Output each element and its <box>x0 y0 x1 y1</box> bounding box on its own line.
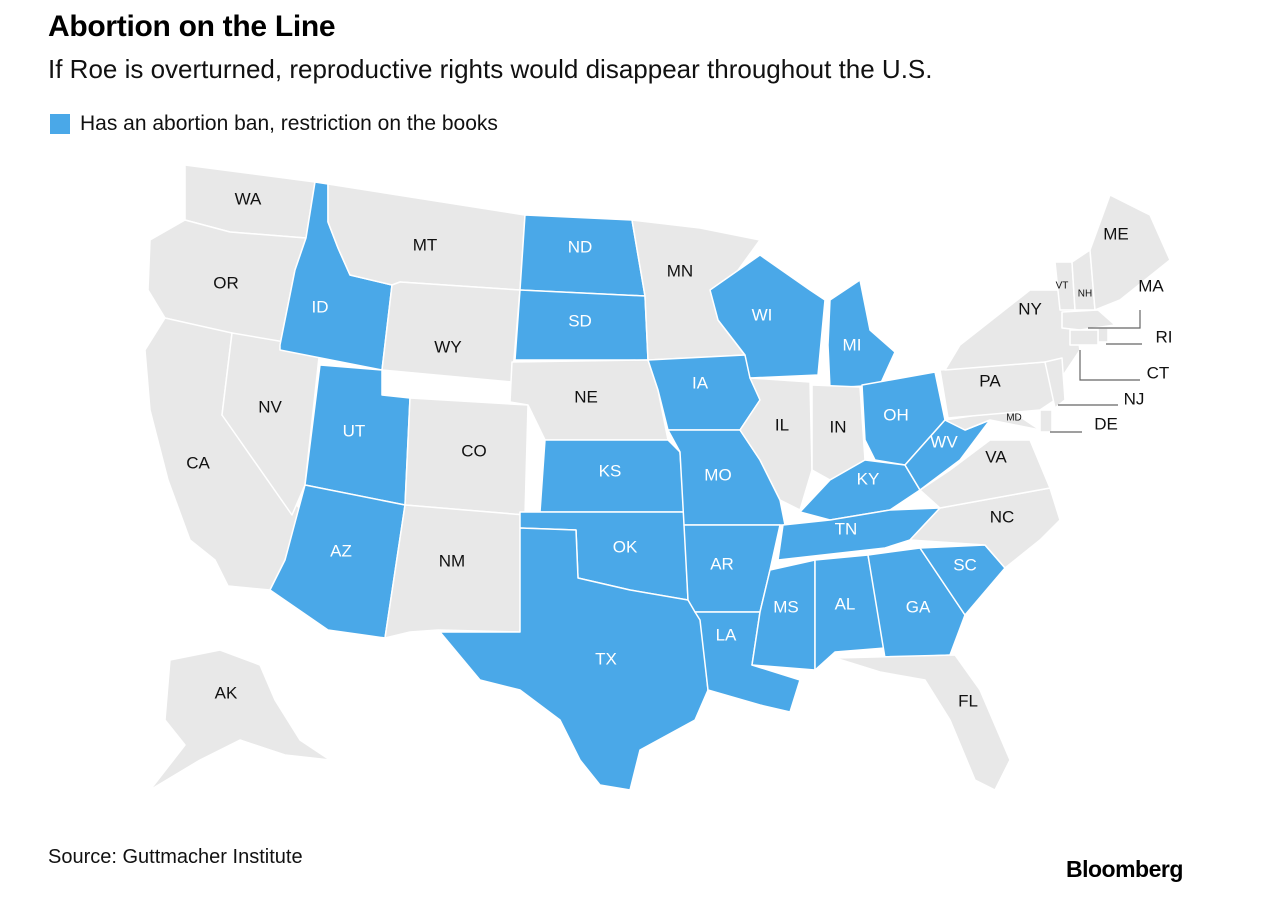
state-il <box>739 377 813 511</box>
leader-line-ct <box>1079 350 1140 381</box>
state-label-nv: NV <box>258 397 282 416</box>
state-label-ut: UT <box>343 421 366 440</box>
state-label-ar: AR <box>710 554 734 573</box>
state-va <box>919 439 1051 509</box>
state-wy <box>381 281 521 383</box>
state-label-me: ME <box>1103 224 1129 243</box>
state-label-az: AZ <box>330 541 352 560</box>
state-label-ne: NE <box>574 387 598 406</box>
state-label-or: OR <box>213 273 239 292</box>
state-label-wa: WA <box>235 189 262 208</box>
state-label-oh: OH <box>883 405 909 424</box>
state-label-wi: WI <box>752 305 773 324</box>
state-label-va: VA <box>985 447 1007 466</box>
legend-label: Has an abortion ban, restriction on the … <box>80 112 498 135</box>
map-title: Abortion on the Line <box>48 10 336 43</box>
state-wi <box>709 254 826 379</box>
state-label-mo: MO <box>704 465 731 484</box>
state-ny <box>944 289 1081 381</box>
state-ia <box>647 354 761 431</box>
state-label-id: ID <box>312 297 329 316</box>
state-mi <box>827 279 896 389</box>
state-label-ct: CT <box>1147 363 1170 382</box>
state-label-md: MD <box>1006 413 1022 424</box>
state-shapes <box>144 164 1171 791</box>
state-label-ma: MA <box>1138 276 1164 295</box>
state-label-nj: NJ <box>1124 389 1145 408</box>
state-label-pa: PA <box>979 371 1001 390</box>
brand-logo: Bloomberg <box>1066 856 1183 882</box>
state-label-la: LA <box>716 625 737 644</box>
state-label-nd: ND <box>568 237 593 256</box>
state-label-wy: WY <box>434 337 461 356</box>
state-label-nh: NH <box>1078 289 1092 300</box>
state-label-ca: CA <box>186 453 210 472</box>
state-ak <box>149 649 331 791</box>
state-label-de: DE <box>1094 414 1118 433</box>
state-label-ok: OK <box>613 537 638 556</box>
state-label-sd: SD <box>568 311 592 330</box>
source-note: Source: Guttmacher Institute <box>48 846 303 868</box>
state-label-il: IL <box>775 415 789 434</box>
state-fl <box>834 654 1011 791</box>
state-de <box>1039 409 1053 433</box>
state-label-ms: MS <box>773 597 799 616</box>
state-label-nm: NM <box>439 551 465 570</box>
state-label-ga: GA <box>906 597 931 616</box>
state-label-nc: NC <box>990 507 1015 526</box>
state-label-ks: KS <box>599 461 622 480</box>
state-ct <box>1069 329 1099 346</box>
state-nj <box>1044 357 1066 409</box>
state-label-ia: IA <box>692 373 709 392</box>
state-tx <box>439 527 709 791</box>
state-label-fl: FL <box>958 691 978 710</box>
state-label-vt: VT <box>1056 281 1069 292</box>
state-label-ky: KY <box>857 469 880 488</box>
map-subtitle: If Roe is overturned, reproductive right… <box>48 54 933 84</box>
leader-line-ma <box>1088 310 1141 329</box>
state-label-mi: MI <box>843 335 862 354</box>
state-label-wv: WV <box>930 432 958 451</box>
state-label-in: IN <box>830 417 847 436</box>
state-label-ny: NY <box>1018 299 1042 318</box>
label-leader-lines <box>1050 310 1142 433</box>
legend-swatch <box>50 114 70 134</box>
state-label-ri: RI <box>1156 327 1173 346</box>
state-label-sc: SC <box>953 555 977 574</box>
state-ma <box>1061 309 1116 331</box>
state-label-co: CO <box>461 441 487 460</box>
state-label-al: AL <box>835 594 856 613</box>
state-label-tx: TX <box>595 649 617 668</box>
state-labels: WA OR CA NV ID MT WY UT AZ CO NM ND SD NE KS OK TX MN IA MO… <box>186 189 1172 710</box>
state-label-ak: AK <box>215 683 238 702</box>
state-label-mt: MT <box>413 235 438 254</box>
state-nm <box>384 504 526 639</box>
state-al <box>814 554 886 671</box>
legend: Has an abortion ban, restriction on the … <box>50 112 498 136</box>
state-ri <box>1097 327 1109 343</box>
state-ga <box>867 547 966 659</box>
state-label-tn: TN <box>835 519 858 538</box>
state-label-mn: MN <box>667 261 693 280</box>
